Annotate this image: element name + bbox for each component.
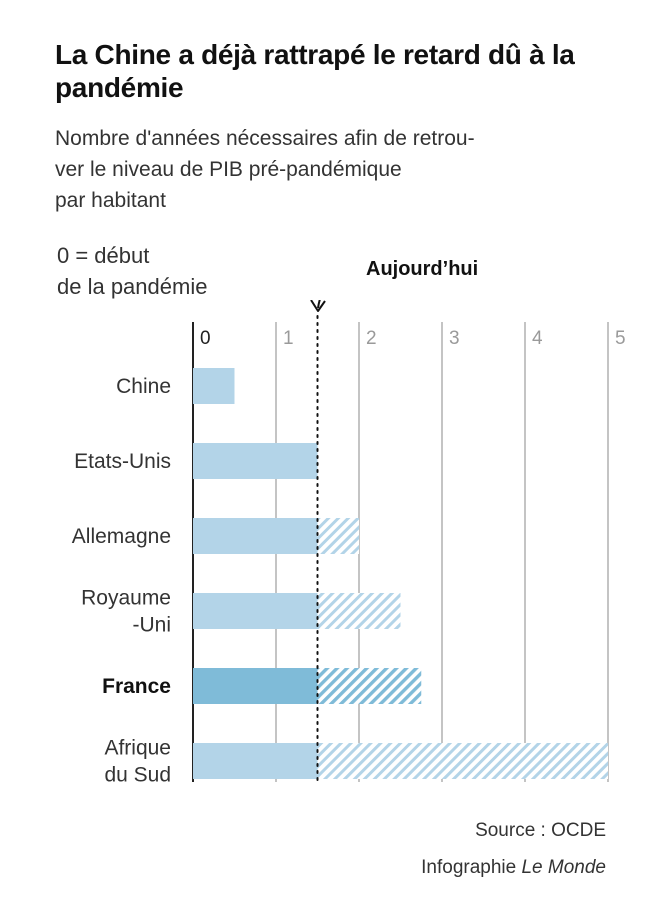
bar xyxy=(193,518,318,554)
credit-outlet: Le Monde xyxy=(521,857,606,878)
bar-chart: 0 1 2 3 4 5 Chine Etats-Unis Allemagne Royaume -Un… xyxy=(72,300,626,787)
today-arrowhead xyxy=(310,300,326,312)
bar xyxy=(193,593,318,629)
x-tick-label: 0 xyxy=(200,328,211,349)
category-label: Etats-Unis xyxy=(74,450,171,473)
source-note: Source : OCDE xyxy=(475,820,606,841)
x-tick-label: 3 xyxy=(449,328,460,349)
bar xyxy=(193,368,235,404)
bar xyxy=(193,443,318,479)
chart-title: La Chine a déjà rattrapé le retard dû à … xyxy=(55,39,575,103)
bar-projection xyxy=(317,518,359,554)
axis-origin-note: 0 = début de la pandémie xyxy=(57,243,208,299)
x-tick-label: 4 xyxy=(532,328,543,349)
bar xyxy=(193,743,318,779)
category-label-highlight: France xyxy=(102,675,171,698)
x-tick-label: 1 xyxy=(283,328,294,349)
bar xyxy=(193,668,318,704)
bar-projection xyxy=(317,668,422,704)
x-tick-label: 5 xyxy=(615,328,626,349)
today-arrow xyxy=(317,300,321,309)
credit-note: Infographie Le Monde xyxy=(421,857,606,879)
today-label: Aujourd’hui xyxy=(366,258,479,280)
chart-subtitle: Nombre d'années nécessaires afin de retr… xyxy=(55,127,475,212)
bar-projection xyxy=(317,743,608,779)
category-label: Allemagne xyxy=(72,525,171,548)
category-label: Royaume -Uni xyxy=(81,587,171,637)
credit-prefix: Infographie xyxy=(421,857,522,878)
bar-projection xyxy=(317,593,401,629)
category-label: Chine xyxy=(116,375,171,398)
x-tick-label: 2 xyxy=(366,328,377,349)
category-label: Afrique du Sud xyxy=(104,737,171,787)
